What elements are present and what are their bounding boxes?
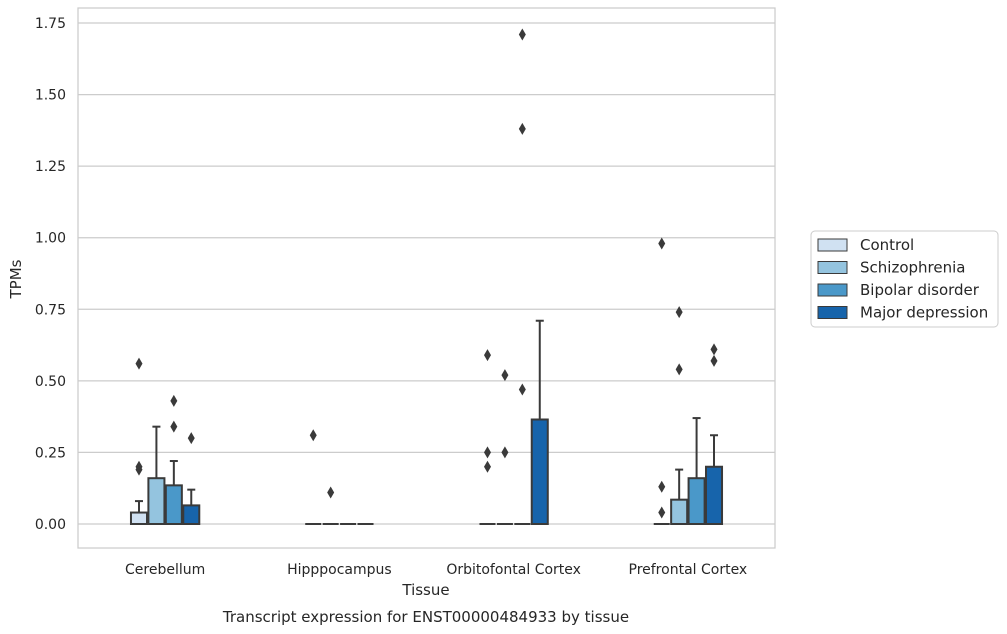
box-plot xyxy=(496,369,513,525)
box xyxy=(687,477,706,525)
x-tick-label: Hipppocampus xyxy=(287,562,392,578)
legend-label: Bipolar disorder xyxy=(860,281,980,299)
box xyxy=(164,484,183,526)
x-tick-label: Prefrontal Cortex xyxy=(629,562,748,578)
plot-frame xyxy=(77,7,776,549)
legend-label: Control xyxy=(860,236,914,254)
box xyxy=(129,511,149,526)
box-plot xyxy=(147,425,166,525)
outlier-point xyxy=(675,363,683,376)
y-tick-label: 1.25 xyxy=(35,159,66,175)
y-tick-label: 0.00 xyxy=(35,517,66,533)
box-plot xyxy=(514,28,531,525)
box xyxy=(670,498,689,525)
box xyxy=(704,465,724,525)
chart-title: Transcript expression for ENST0000048493… xyxy=(222,608,629,626)
x-tick-labels: Cerebellum Hipppocampus Orbitofontal Corte… xyxy=(125,562,747,578)
y-tick-label: 0.75 xyxy=(35,302,66,318)
box-plot xyxy=(182,432,201,525)
legend-label: Schizophrenia xyxy=(860,259,965,277)
box-plot xyxy=(129,357,149,526)
legend-swatch xyxy=(817,238,848,252)
outlier-point xyxy=(518,122,526,135)
legend: Control Schizophrenia Bipolar disorder Majo… xyxy=(810,230,999,328)
box-plot xyxy=(305,429,322,525)
y-axis-label: TPMs xyxy=(7,259,25,299)
legend-label: Major depression xyxy=(860,304,988,322)
box-plot xyxy=(687,417,706,525)
y-tick-label: 1.00 xyxy=(35,231,66,247)
legend-frame xyxy=(810,230,999,328)
box-plots xyxy=(129,28,724,526)
box-plot xyxy=(322,486,339,525)
outlier-point xyxy=(675,306,683,319)
y-tick-label: 0.25 xyxy=(35,445,66,461)
outlier-point xyxy=(483,446,491,459)
y-tick-label: 0.50 xyxy=(35,374,66,390)
outlier-point xyxy=(483,349,491,362)
legend-swatch xyxy=(817,283,848,297)
outlier-point xyxy=(187,432,195,445)
legend-swatch xyxy=(817,261,848,274)
box-plot xyxy=(164,394,183,526)
x-axis-label: Tissue xyxy=(401,581,449,599)
box-plot xyxy=(530,319,549,525)
box xyxy=(530,418,549,525)
box xyxy=(182,504,201,525)
outlier-point xyxy=(710,343,718,356)
outlier-point xyxy=(518,28,526,41)
box-plot xyxy=(479,349,496,525)
box-plot xyxy=(653,237,670,525)
outlier-point xyxy=(658,480,666,493)
legend-swatch xyxy=(817,306,848,319)
y-tick-labels: 0.00 0.25 0.50 0.75 1.00 1.25 1.50 1.75 xyxy=(35,16,66,533)
outlier-point xyxy=(483,460,491,473)
outlier-point xyxy=(170,394,178,407)
box xyxy=(147,477,166,525)
outlier-point xyxy=(658,237,666,250)
y-tick-label: 1.50 xyxy=(35,88,66,104)
box-plot xyxy=(670,306,689,525)
y-tick-label: 1.75 xyxy=(35,16,66,32)
outlier-point xyxy=(501,369,509,382)
x-tick-label: Orbitofontal Cortex xyxy=(446,562,581,578)
outlier-point xyxy=(309,429,317,442)
outlier-point xyxy=(327,486,335,499)
outlier-point xyxy=(710,354,718,367)
outlier-point xyxy=(135,460,143,473)
outlier-point xyxy=(518,383,526,396)
outlier-point xyxy=(135,357,143,370)
box-plot xyxy=(704,343,724,525)
outlier-point xyxy=(170,420,178,433)
outlier-point xyxy=(658,506,666,519)
outlier-point xyxy=(501,446,509,459)
x-tick-label: Cerebellum xyxy=(125,562,205,578)
